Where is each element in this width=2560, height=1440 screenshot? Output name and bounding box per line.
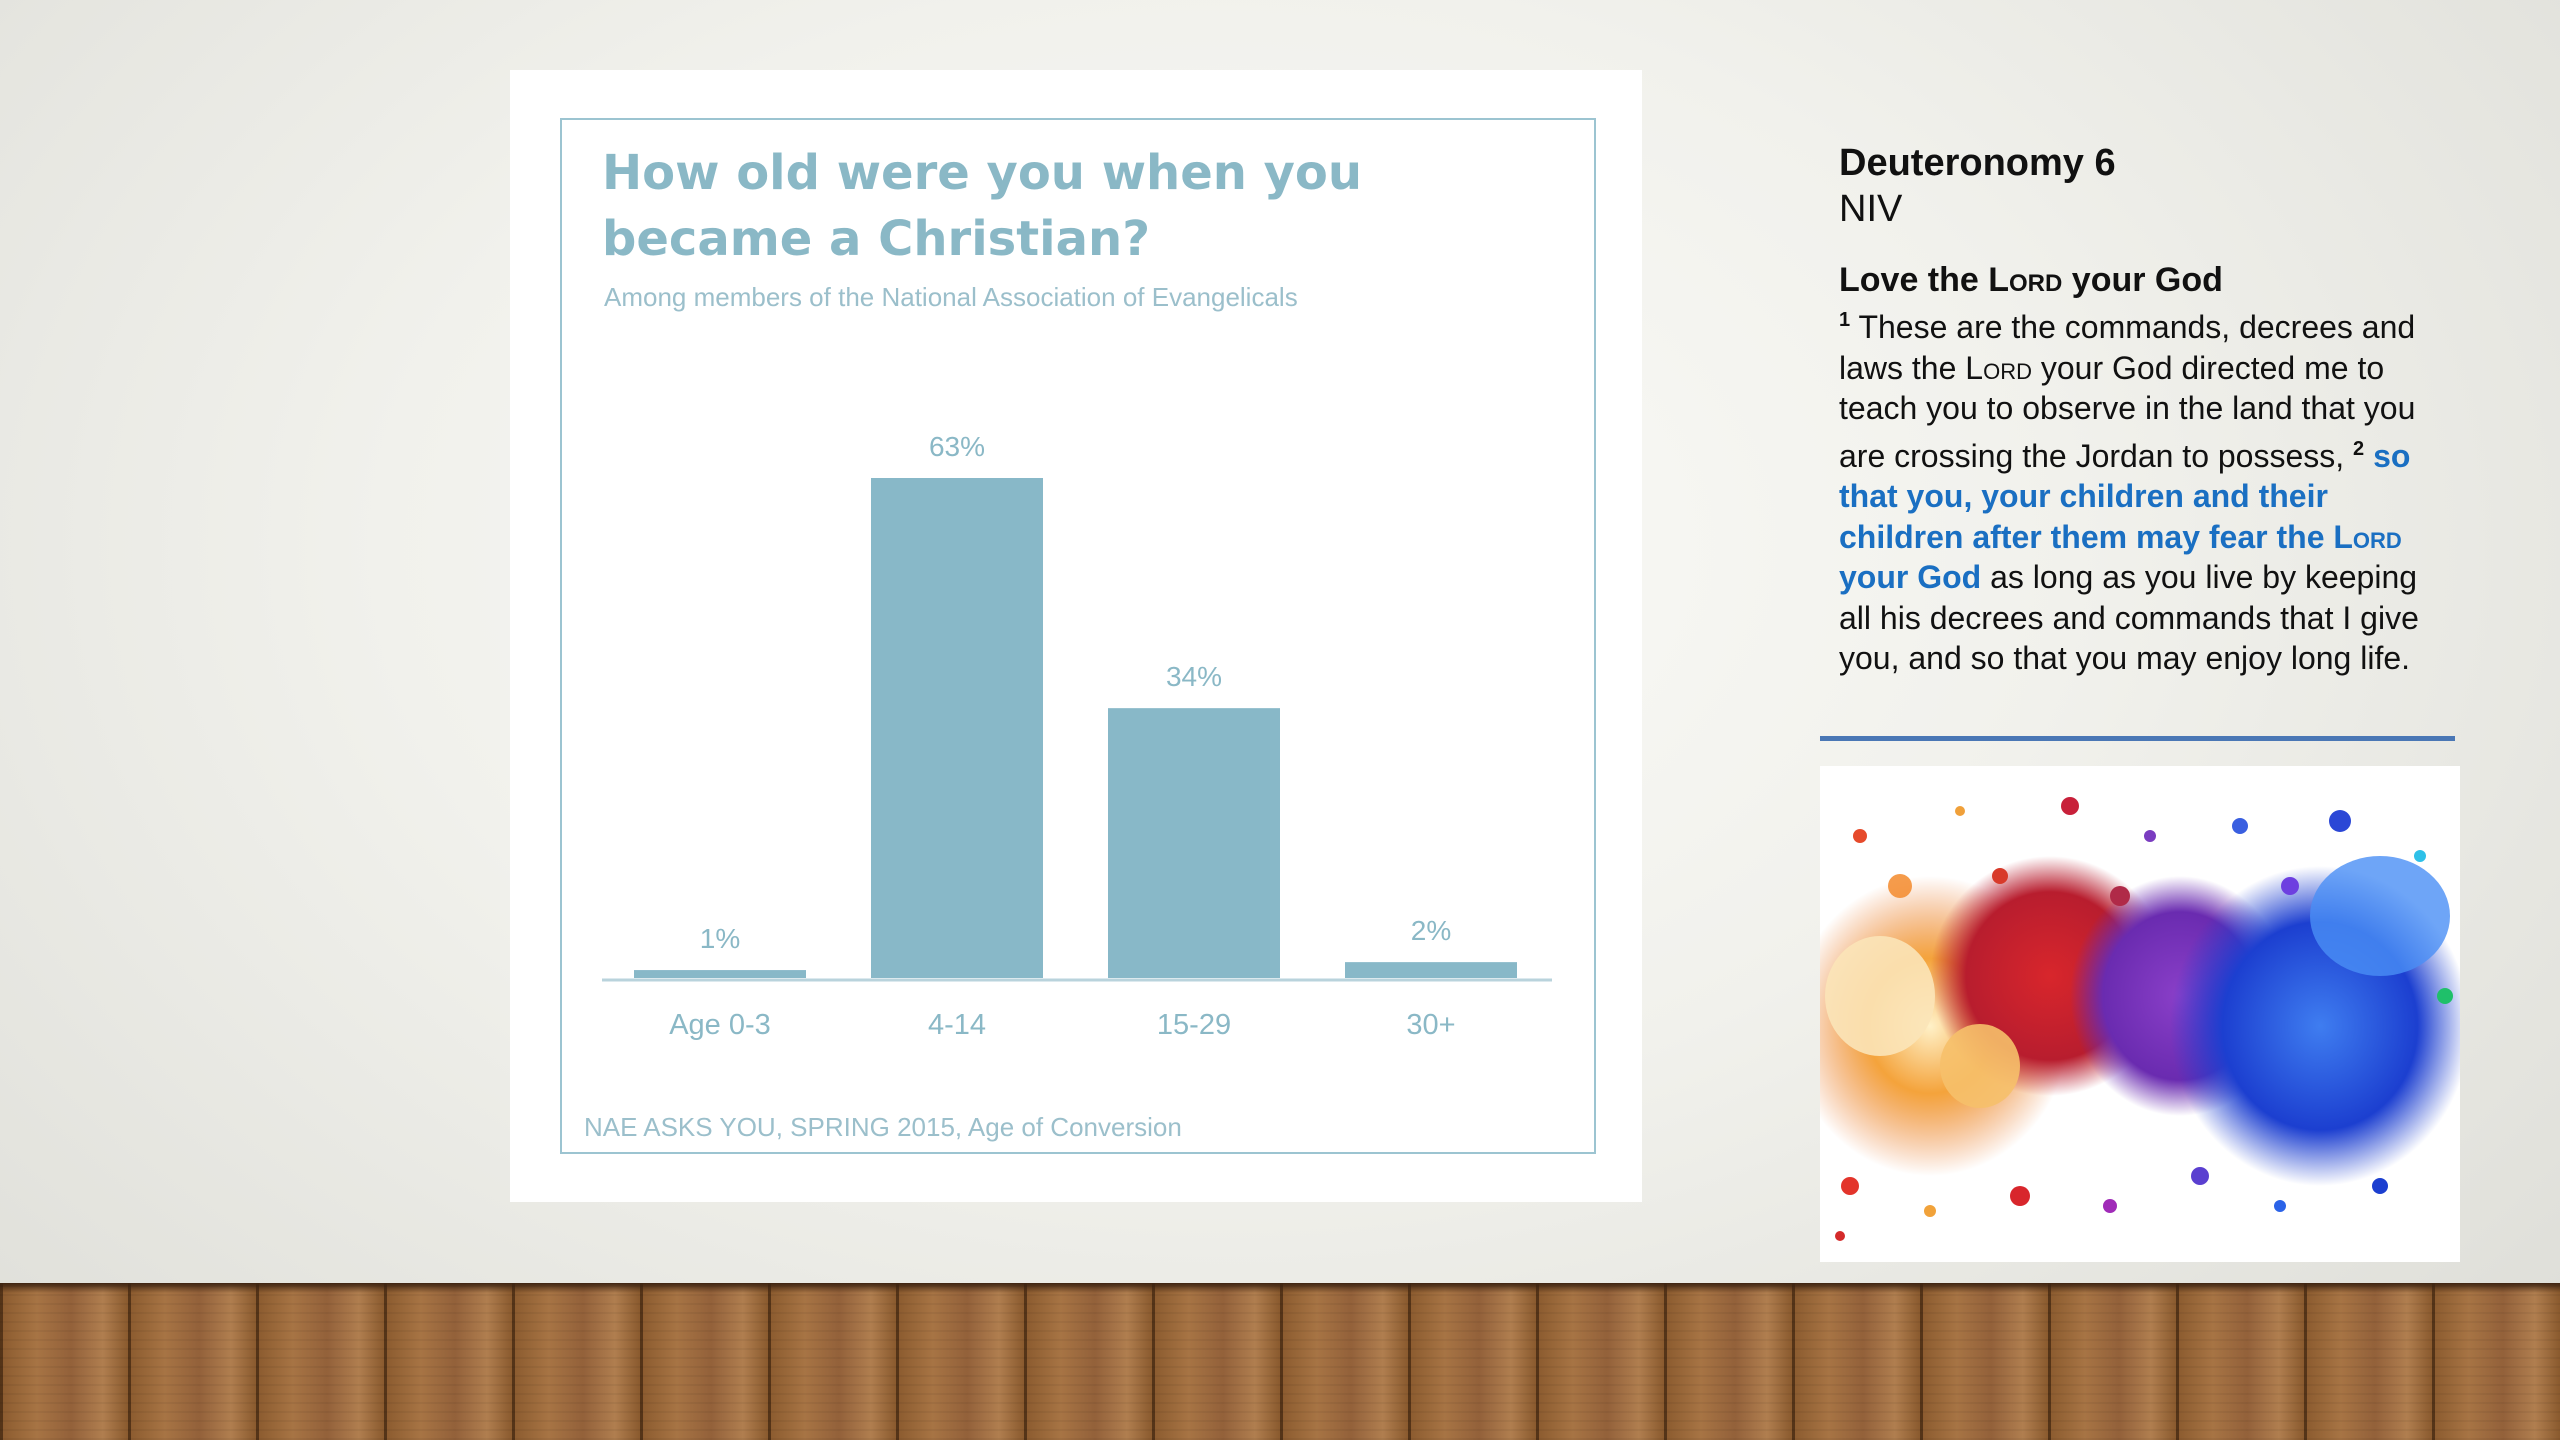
divider-line	[1820, 736, 2455, 741]
heading-lord: Lord	[1988, 261, 2063, 299]
bar-chart: 1% Age 0-3 63% 4-14 34% 15-29 2% 30+	[602, 431, 1552, 1041]
verse-number-2: 2	[2353, 437, 2365, 460]
bar-0	[634, 970, 806, 978]
wood-floor	[0, 1283, 2560, 1440]
category-label-3: 30+	[1406, 1009, 1455, 1041]
bar-2	[1108, 708, 1280, 978]
chart-title: How old were you when you became a Chris…	[602, 145, 1363, 267]
paint-splash-image	[1820, 766, 2460, 1262]
chart-subtitle: Among members of the National Associatio…	[604, 282, 1298, 312]
bar-value-label-0: 1%	[700, 923, 740, 954]
category-label-0: Age 0-3	[669, 1009, 771, 1041]
category-label-1: 4-14	[928, 1009, 986, 1041]
bible-version: NIV	[1839, 188, 1903, 230]
bar-value-label-3: 2%	[1411, 915, 1451, 946]
bar-3	[1345, 962, 1517, 978]
bar-value-label-2: 34%	[1166, 661, 1222, 692]
verse-number-1: 1	[1839, 309, 1851, 331]
verse-2-highlight-a: so that you, your children and their chi…	[1839, 437, 2411, 555]
passage-text: 1 These are the commands, decrees and la…	[1839, 300, 2439, 679]
verse-1-lord: Lord	[1965, 349, 2032, 386]
verse-1-part-b: your God directed me to teach you to obs…	[1839, 349, 2416, 474]
verse-2-highlight-b: your God	[1839, 559, 1982, 595]
bar-value-label-1: 63%	[929, 431, 985, 462]
category-label-2: 15-29	[1157, 1009, 1231, 1041]
heading-post: your God	[2062, 261, 2223, 299]
bar-1	[871, 478, 1043, 978]
chart-card: How old were you when you became a Chris…	[510, 70, 1642, 1202]
chart-frame	[560, 118, 1596, 1154]
chart-source: NAE ASKS YOU, SPRING 2015, Age of Conver…	[584, 1112, 1182, 1142]
section-heading: Love the Lord your God	[1839, 260, 2439, 300]
verse-1-part-a: These are the commands, decrees and laws…	[1839, 309, 2416, 386]
book-title: Deuteronomy 6	[1839, 142, 2116, 184]
verse-2-highlight-lord: Lord	[2333, 518, 2402, 555]
heading-pre: Love the	[1839, 261, 1989, 299]
scripture-panel: Deuteronomy 6 NIV Love the Lord your God…	[1839, 140, 2439, 679]
verse-2-rest: as long as you live by keeping all his d…	[1839, 559, 2419, 676]
